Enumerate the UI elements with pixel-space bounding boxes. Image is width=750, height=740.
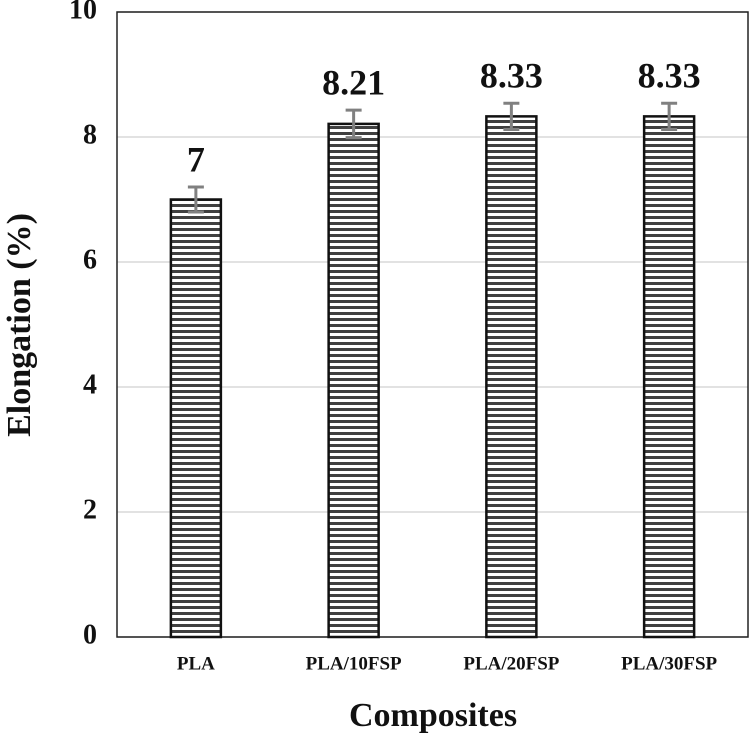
error-bar xyxy=(661,101,678,131)
x-tick-label: PLA/20FSP xyxy=(463,653,559,674)
y-tick-label: 6 xyxy=(83,244,97,275)
plot-frame xyxy=(116,11,749,638)
y-tick-label: 4 xyxy=(83,369,97,400)
error-bar xyxy=(187,185,204,214)
x-tick-label: PLA/10FSP xyxy=(306,653,402,674)
y-axis-title: Elongation (%) xyxy=(1,213,38,437)
data-label: 8.33 xyxy=(480,56,543,96)
bar xyxy=(642,115,696,639)
data-label: 8.33 xyxy=(638,56,701,96)
bar xyxy=(485,115,538,639)
bar xyxy=(169,198,223,639)
data-label: 8.21 xyxy=(322,62,385,102)
error-bar xyxy=(345,108,362,140)
y-tick-label: 8 xyxy=(83,119,97,150)
bar xyxy=(327,122,380,639)
y-tick-label: 10 xyxy=(69,0,97,25)
error-bar xyxy=(503,101,520,131)
y-tick-label: 2 xyxy=(83,494,97,525)
x-axis-title: Composites xyxy=(349,697,517,734)
x-tick-label: PLA xyxy=(177,653,215,674)
data-label: 7 xyxy=(187,139,205,179)
x-tick-label: PLA/30FSP xyxy=(621,653,717,674)
y-tick-label: 0 xyxy=(83,619,97,650)
